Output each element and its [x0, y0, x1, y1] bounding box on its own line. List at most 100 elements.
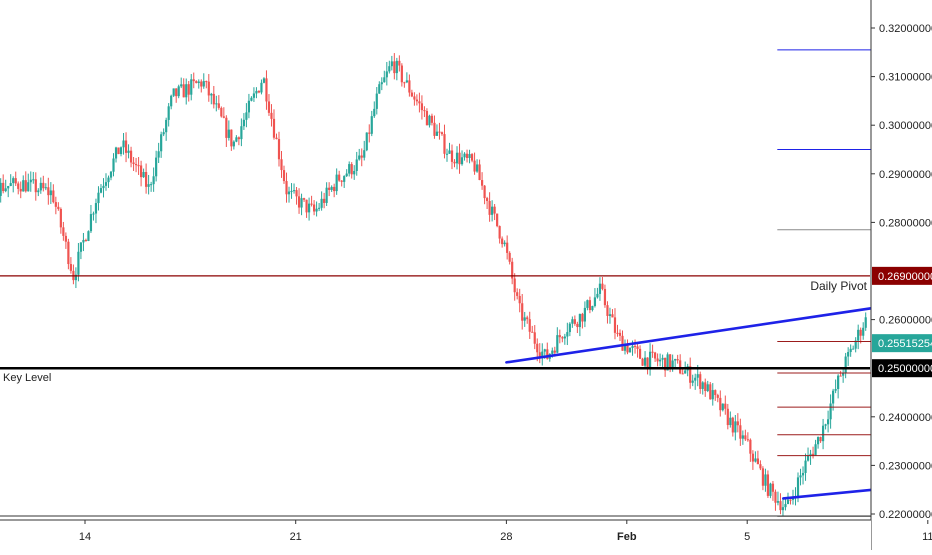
candle-body	[170, 95, 173, 107]
candle	[207, 74, 210, 102]
candle	[300, 193, 303, 216]
candle-body	[230, 129, 233, 147]
candle-body	[320, 198, 323, 208]
channel-upper[interactable]	[505, 215, 932, 364]
candle-body	[57, 206, 60, 209]
candle-body	[804, 460, 807, 473]
candle-body	[694, 377, 697, 381]
candle	[475, 159, 479, 173]
candle	[776, 491, 780, 506]
reference-lines: Daily Pivot Key Level	[0, 275, 870, 384]
candle	[806, 447, 810, 462]
candle	[849, 344, 852, 357]
candle-body	[465, 153, 469, 158]
candle	[651, 344, 654, 358]
candle	[533, 325, 536, 350]
candle	[272, 109, 276, 140]
candle	[598, 277, 602, 301]
candle	[724, 395, 727, 415]
candle-body	[771, 483, 775, 492]
candle-body	[305, 199, 308, 213]
candle	[621, 330, 624, 351]
candle-body	[350, 164, 353, 175]
candle-body	[588, 300, 592, 311]
candle-body	[463, 153, 466, 158]
candle	[643, 351, 647, 368]
daily-pivot-line: Daily Pivot	[0, 275, 870, 293]
candle-body	[819, 437, 822, 442]
candle-body	[435, 131, 439, 136]
candle-body	[679, 360, 682, 374]
candle-body	[806, 455, 810, 461]
candle-body	[809, 453, 812, 456]
candle	[628, 347, 632, 353]
time-axis[interactable]: 142128Feb5111825Mar5	[0, 515, 932, 550]
candle	[581, 312, 584, 329]
candle	[122, 133, 125, 155]
candle	[488, 192, 491, 222]
candle	[756, 450, 759, 465]
candle	[237, 136, 240, 146]
candle	[240, 118, 243, 147]
candle-body	[102, 185, 105, 189]
candle-body	[388, 66, 391, 72]
candle	[69, 257, 72, 274]
candle-body	[455, 152, 459, 164]
candle-body	[651, 351, 654, 353]
candle-body	[373, 108, 376, 117]
candle-body	[307, 203, 311, 213]
time-tick-label: 5	[744, 531, 750, 543]
candle	[463, 152, 466, 161]
candle	[774, 489, 777, 511]
candle	[453, 159, 456, 168]
candle	[275, 133, 278, 140]
candle-body	[531, 331, 534, 333]
candle	[82, 232, 85, 252]
candle-body	[295, 190, 298, 197]
candle	[0, 178, 2, 203]
candle	[827, 410, 830, 433]
candle	[187, 81, 190, 102]
candle	[759, 460, 762, 471]
candle	[824, 423, 827, 430]
candle-body	[816, 437, 820, 445]
candle-body	[79, 242, 83, 252]
candle-body	[844, 356, 847, 373]
candle-body	[829, 403, 832, 420]
candle-body	[290, 190, 293, 192]
candle	[363, 140, 366, 161]
candle-body	[395, 60, 398, 74]
candle-body	[759, 464, 762, 469]
candle-body	[676, 359, 679, 361]
candle	[749, 438, 752, 462]
candle	[7, 185, 10, 198]
candle-body	[430, 115, 434, 123]
candle-body	[852, 348, 855, 350]
candle	[383, 70, 386, 83]
candle	[182, 78, 185, 98]
candle-body	[561, 337, 564, 339]
candle	[480, 172, 484, 190]
candle	[450, 144, 454, 170]
candle	[390, 55, 393, 71]
candle-body	[162, 132, 165, 135]
candle	[714, 389, 717, 401]
candle	[771, 480, 775, 501]
candle-body	[664, 357, 667, 371]
candle-body	[413, 96, 416, 100]
candle	[345, 169, 348, 178]
candle	[49, 182, 52, 204]
candle	[358, 148, 361, 161]
candle	[210, 92, 213, 105]
candle-body	[235, 137, 238, 142]
price-axis[interactable]: 0.32000000 0.31000000 0.30000000 0.29000000…	[870, 0, 932, 550]
candle-body	[837, 375, 840, 390]
candle-body	[488, 201, 491, 215]
candle	[282, 165, 286, 184]
candle-body	[420, 103, 424, 111]
candle-body	[736, 421, 739, 426]
candle-body	[491, 206, 494, 215]
candle	[47, 177, 50, 205]
